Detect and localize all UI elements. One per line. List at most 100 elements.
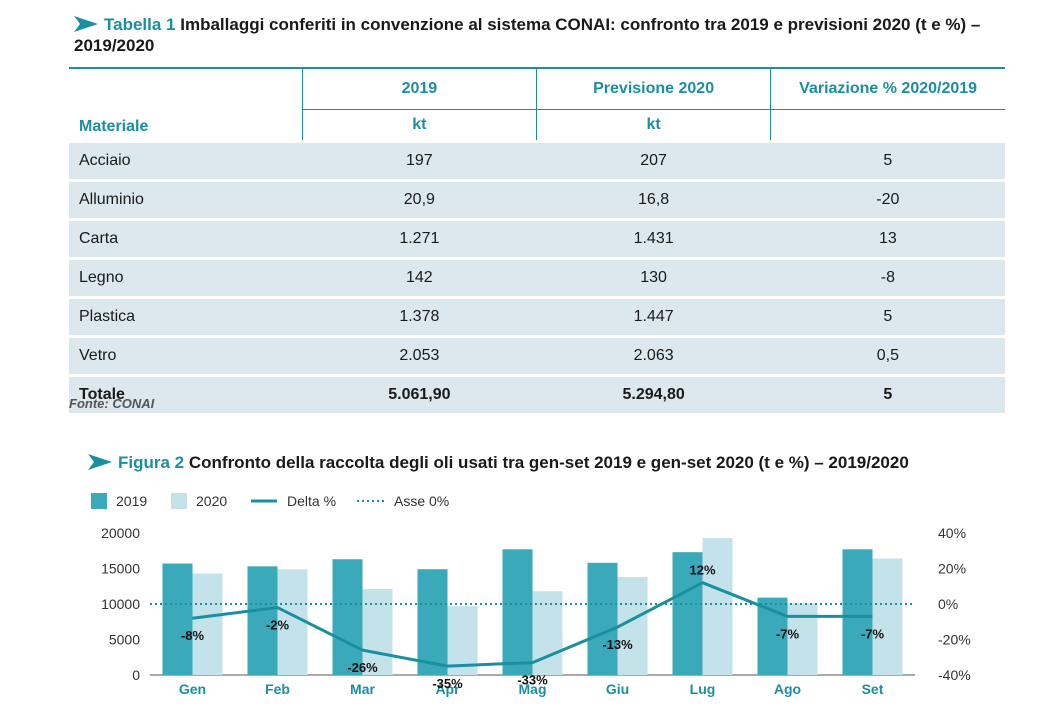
cell-2019: 197 [302,140,537,181]
cell-variation: 13 [770,218,1005,259]
legend-swatch-2019 [91,493,107,509]
delta-data-label: 12% [689,563,715,578]
cell-material: Totale [69,374,303,413]
legend-label: Asse 0% [394,493,449,509]
bar-2019 [672,552,703,675]
cell-2019: 1.378 [302,296,537,337]
bar-2019 [502,549,533,675]
delta-data-label: -7% [861,626,885,641]
arrow-right-icon [74,16,98,32]
table-total-row: Totale 5.061,90 5.294,80 5 [69,374,1005,413]
cell-2019: 20,9 [302,179,537,220]
bar-2020 [702,537,733,675]
x-tick-label: Mar [350,681,375,697]
table-row: Plastica 1.378 1.447 5 [69,296,1005,337]
table-row: Legno 142 130 -8 [69,257,1005,298]
table-row: Acciaio 197 207 5 [69,140,1005,181]
y2-tick-label: 20% [938,561,966,577]
cell-2020: 207 [536,140,771,181]
y2-tick-label: -20% [938,632,971,648]
figure-caption: Figura 2 Confronto della raccolta degli … [88,452,1048,473]
delta-line [192,581,873,668]
y-tick-label: 15000 [101,561,140,577]
delta-data-label: -26% [347,660,378,675]
y-tick-label: 20000 [101,525,140,541]
table-title: Imballaggi conferiti in convenzione al s… [74,15,981,55]
legend-label: 2020 [196,493,227,509]
x-tick-label: Giu [606,681,629,697]
x-tick-label: Set [862,681,884,697]
y2-tick-label: 0% [938,596,958,612]
table-caption: Tabella 1 Imballaggi conferiti in conven… [74,14,1004,56]
bar-2019 [162,563,193,675]
delta-data-label: -8% [181,628,205,643]
table-row: Alluminio 20,9 16,8 -20 [69,179,1005,220]
cell-2020: 130 [536,257,771,298]
x-tick-label: Lug [690,681,716,697]
cell-variation: -20 [770,179,1005,220]
unit-2019: kt [301,109,537,142]
cell-material: Legno [69,257,303,298]
legend-label: Delta % [287,493,336,509]
cell-variation: 5 [770,296,1005,337]
cell-2019: 1.271 [302,218,537,259]
cell-2020: 1.431 [536,218,771,259]
header-material: Materiale [69,67,303,142]
cell-2020: 5.294,80 [536,374,771,413]
cell-2019: 142 [302,257,537,298]
bar-2020 [872,558,903,675]
header-2020: Previsione 2020 [535,67,771,110]
delta-data-label: -13% [602,637,633,652]
bar-2019 [842,549,873,675]
x-tick-label: Apr [435,681,460,697]
bar-2020 [192,573,223,675]
cell-material: Alluminio [69,179,303,220]
table-row: Carta 1.271 1.431 13 [69,218,1005,259]
cell-material: Acciaio [69,140,303,181]
delta-data-label: -2% [266,618,290,633]
delta-data-label: -35% [432,676,463,691]
x-tick-label: Mag [519,681,547,697]
cell-material: Carta [69,218,303,259]
table-label: Tabella 1 [104,15,176,34]
bar-2019 [417,569,448,675]
y-tick-label: 5000 [109,632,140,648]
cell-variation: 5 [770,374,1005,413]
y2-tick-label: -40% [938,667,971,683]
header-2019: 2019 [301,67,537,110]
x-tick-label: Feb [265,681,290,697]
cell-variation: -8 [770,257,1005,298]
header-variation: Variazione % 2020/2019 [770,67,1005,110]
y-tick-label: 10000 [101,596,140,612]
legend-swatch-2020 [171,493,187,509]
y-tick-label: 0 [132,667,140,683]
cell-variation: 5 [770,140,1005,181]
cell-2019: 5.061,90 [302,374,537,413]
table-row: Vetro 2.053 2.063 0,5 [69,335,1005,376]
legend-label: 2019 [116,493,147,509]
unit-2020: kt [535,109,771,142]
bar-2020 [447,606,478,675]
figure-label: Figura 2 [118,453,185,472]
cell-variation: 0,5 [770,335,1005,376]
delta-data-label: -33% [517,673,548,688]
bar-2019 [332,559,363,675]
y2-tick-label: 40% [938,525,966,541]
cell-2020: 2.063 [536,335,771,376]
figure-title: Confronto della raccolta degli oli usati… [188,453,909,472]
cell-material: Vetro [69,335,303,376]
bar-2019 [247,566,278,675]
bar-2019 [587,562,618,675]
x-tick-label: Gen [179,681,206,697]
cell-2020: 1.447 [536,296,771,337]
bar-2020 [362,589,393,675]
cell-material: Plastica [69,296,303,337]
materials-table: Materiale 2019 Previsione 2020 Variazion… [69,67,1005,413]
cell-2020: 16,8 [536,179,771,220]
table-source: Fonte: CONAI [69,396,155,411]
x-tick-label: Ago [774,681,801,697]
arrow-right-icon [88,454,112,470]
bar-2020 [277,569,308,675]
delta-data-label: -7% [776,626,800,641]
